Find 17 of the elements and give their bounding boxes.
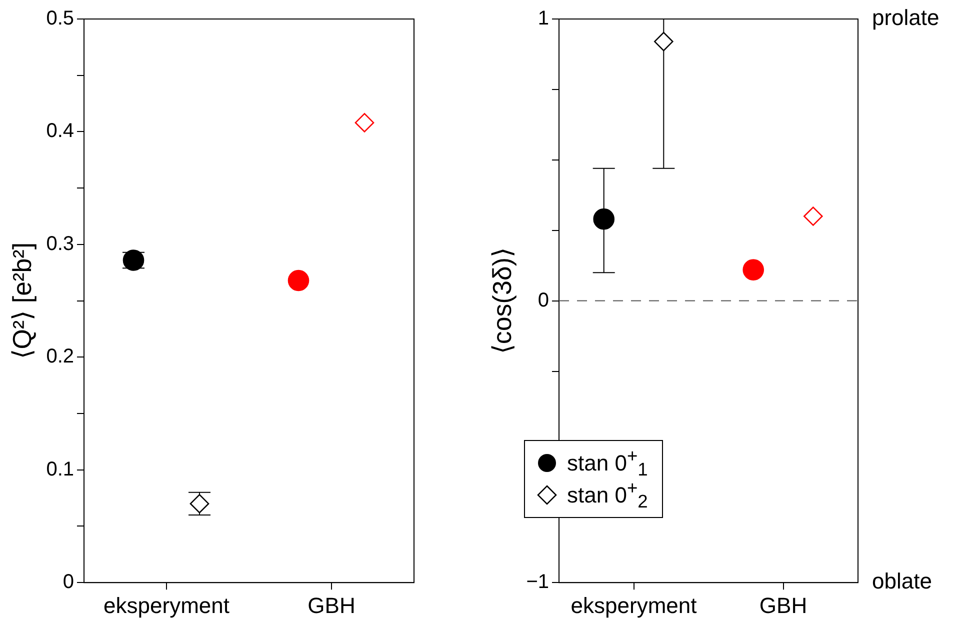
x-tick-label: GBH <box>759 592 808 618</box>
y-tick-label: 0.3 <box>46 232 74 255</box>
y-tick-label: −1 <box>526 571 550 594</box>
y-tick-label: 0 <box>538 289 550 312</box>
text: prolate <box>872 5 940 30</box>
x-tick-label: eksperyment <box>104 592 230 618</box>
x-tick-label: GBH <box>308 592 356 618</box>
x-tick-label: eksperyment <box>570 592 697 618</box>
text: oblate <box>872 568 932 594</box>
y-tick-label: 0.4 <box>46 120 74 142</box>
y-axis-title: ⟨cos(3δ)⟩ <box>486 247 517 354</box>
y-tick-label: 0 <box>62 571 74 594</box>
y-axis-title: ⟨Q²⟩ [e²b²] <box>6 242 37 360</box>
y-tick-label: 1 <box>538 8 550 30</box>
y-tick-label: 0.2 <box>46 346 74 368</box>
y-tick-label: 0.5 <box>46 8 74 30</box>
y-tick-label: 0.1 <box>46 458 74 480</box>
